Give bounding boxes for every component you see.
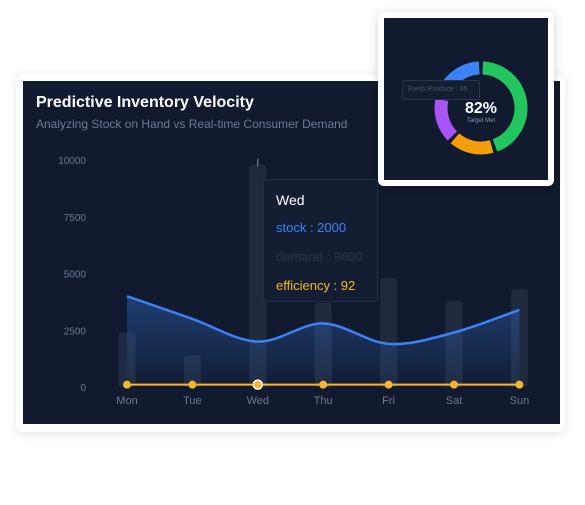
donut-segment-purple[interactable] (434, 98, 458, 141)
y-tick-label: 0 (80, 383, 86, 394)
donut-percent: 82% (464, 100, 498, 117)
tooltip-day: Wed (276, 192, 305, 208)
efficiency-point[interactable] (450, 380, 458, 389)
tooltip-demand: demand : 9800 (276, 249, 363, 264)
efficiency-point[interactable] (515, 380, 524, 389)
donut-panel: 82% Target Met Fresh Produce : 45 (384, 18, 548, 180)
y-tick-label: 7500 (64, 213, 87, 224)
demand-bar[interactable] (249, 164, 267, 387)
x-tick-label: Thu (314, 395, 333, 407)
efficiency-point[interactable] (384, 380, 393, 389)
efficiency-point[interactable] (319, 380, 328, 389)
x-tick-label: Wed (247, 395, 269, 407)
chart-tooltip: Wed stock : 2000 demand : 9800 efficienc… (263, 179, 378, 302)
x-tick-label: Sat (446, 395, 463, 407)
x-tick-label: Sun (510, 395, 530, 407)
donut-segment-orange[interactable] (450, 133, 494, 155)
donut-card: 82% Target Met Fresh Produce : 45 (378, 12, 554, 186)
y-tick-label: 5000 (64, 270, 87, 281)
donut-segment-green[interactable] (482, 61, 528, 152)
stock-line[interactable] (126, 295, 520, 346)
efficiency-point[interactable] (123, 380, 131, 389)
tooltip-efficiency: efficiency : 92 (276, 278, 356, 293)
x-tick-label: Fri (382, 395, 395, 407)
y-tick-label: 2500 (64, 326, 87, 337)
efficiency-point[interactable] (188, 380, 197, 389)
tooltip-stock: stock : 2000 (276, 220, 347, 235)
chart-subtitle: Analyzing Stock on Hand vs Real-time Con… (36, 117, 348, 131)
stock-area (127, 296, 520, 387)
chart-title: Predictive Inventory Velocity (36, 94, 254, 111)
x-tick-label: Tue (183, 395, 202, 407)
donut-tooltip: Fresh Produce : 45 (402, 80, 480, 100)
x-tick-label: Mon (116, 395, 137, 407)
velocity-chart[interactable]: 10000 7500 5000 2500 0 Mon Tue Wed Thu Fri Sat Sun (23, 81, 560, 424)
donut-sublabel: Target Met (466, 118, 496, 124)
efficiency-point[interactable] (252, 379, 264, 390)
y-tick-label: 10000 (58, 156, 86, 167)
